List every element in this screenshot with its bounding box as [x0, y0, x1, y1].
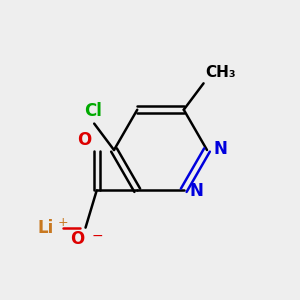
Text: −: −	[92, 229, 103, 243]
Text: Cl: Cl	[84, 102, 102, 120]
Text: +: +	[58, 216, 69, 229]
Text: N: N	[190, 182, 204, 200]
Text: O: O	[70, 230, 84, 248]
Text: Li: Li	[38, 219, 54, 237]
Text: N: N	[213, 140, 227, 158]
Text: O: O	[77, 131, 91, 149]
Text: CH₃: CH₃	[205, 65, 236, 80]
